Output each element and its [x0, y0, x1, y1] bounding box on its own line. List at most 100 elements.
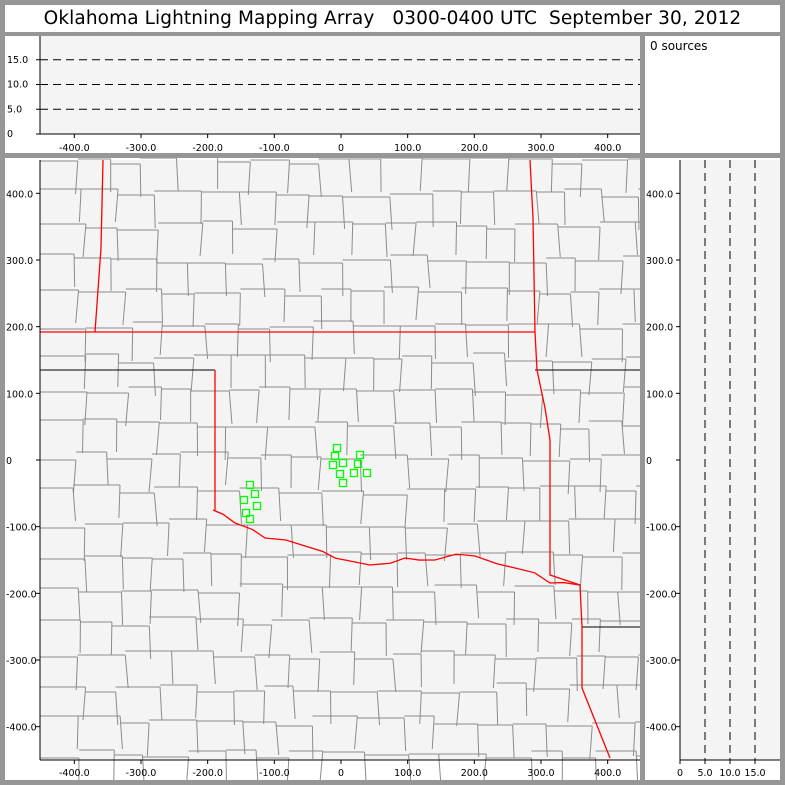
county-border: [158, 222, 204, 257]
county-border: [291, 524, 328, 559]
x-tick-label: 300.0: [527, 768, 554, 779]
county-border: [151, 589, 202, 624]
county-border: [407, 458, 450, 493]
county-border: [84, 555, 124, 590]
county-border: [617, 591, 640, 593]
lma-station-marker: [332, 443, 342, 453]
county-border: [531, 750, 563, 780]
county-border: [580, 392, 625, 427]
county-border: [393, 389, 438, 424]
county-border: [560, 428, 591, 463]
county-border: [228, 457, 263, 492]
county-border: [291, 456, 322, 491]
x-tick-label: -100.0: [259, 143, 290, 153]
county-border: [153, 357, 195, 392]
county-border: [40, 686, 87, 721]
county-border: [271, 619, 313, 654]
plan-view-map-panel: -400.0 -300.0 -200.0 -100.0 0 100.0 200.0 300.0…: [5, 158, 640, 780]
county-border: [40, 253, 76, 288]
county-border: [591, 358, 627, 393]
county-border: [232, 228, 278, 263]
county-border: [581, 159, 629, 194]
county-border: [506, 618, 540, 653]
county-border: [530, 423, 562, 458]
county-border: [125, 650, 174, 685]
county-border: [233, 690, 266, 725]
county-border: [201, 191, 242, 226]
county-border: [416, 221, 458, 256]
x-tick-label: 100.0: [394, 143, 421, 153]
county-border: [152, 558, 185, 593]
source-count: 0 sources: [650, 39, 708, 53]
county-border: [504, 360, 555, 395]
county-border: [386, 619, 425, 654]
county-border: [121, 590, 152, 625]
county-border: [538, 622, 573, 657]
y-tick-label: -400.0: [646, 723, 677, 734]
county-border: [321, 288, 352, 323]
county-border: [383, 286, 420, 321]
county-border: [461, 287, 508, 322]
county-border: [115, 686, 163, 721]
county-borders: [40, 158, 640, 780]
county-border: [40, 188, 82, 223]
county-border: [256, 757, 290, 780]
county-border: [579, 328, 623, 363]
county-border: [363, 494, 408, 529]
county-border: [314, 421, 349, 456]
county-border: [132, 321, 163, 356]
county-border: [118, 194, 156, 229]
county-border: [505, 551, 556, 586]
county-border: [72, 484, 121, 519]
county-border: [238, 328, 271, 363]
county-border: [627, 158, 640, 160]
y-tick-label: -300.0: [646, 656, 677, 667]
altitude-vs-x-panel: 0 5.0 10.0 15.0 -400.0 -300.0 -200.0 -100.0 0 100…: [5, 36, 640, 153]
county-border: [309, 195, 346, 230]
county-border: [156, 262, 189, 297]
county-border: [122, 522, 170, 557]
county-border: [369, 526, 408, 561]
county-border: [40, 223, 87, 258]
county-border: [447, 523, 481, 558]
county-border: [240, 288, 286, 323]
x-tick-label: 300.0: [527, 143, 554, 153]
county-border: [342, 196, 393, 231]
altitude-vs-y-panel: 400.0 300.0 200.0 100.0 0 -100.0 -200.0 -300.0 -…: [645, 158, 780, 780]
county-border: [526, 688, 571, 723]
county-border: [422, 158, 471, 193]
county-border: [309, 617, 353, 652]
county-border: [40, 419, 84, 454]
county-border: [505, 394, 544, 429]
county-border: [431, 362, 476, 397]
county-border: [231, 354, 266, 389]
county-border: [229, 389, 260, 424]
county-border: [621, 425, 640, 427]
county-border: [330, 691, 381, 726]
county-border: [254, 654, 291, 689]
lma-station-marker: [349, 468, 359, 478]
x-tick-label: -300.0: [126, 768, 157, 779]
county-border: [508, 487, 541, 522]
county-border: [622, 323, 640, 325]
altitude-y-plot: 400.0 300.0 200.0 100.0 0 -100.0 -200.0 -300.0 -…: [646, 160, 780, 779]
county-border: [461, 421, 503, 456]
lma-station-marker: [362, 468, 372, 478]
county-border: [110, 258, 158, 293]
county-border: [318, 158, 353, 193]
county-border: [154, 486, 198, 521]
county-border: [160, 684, 198, 719]
county-border: [161, 388, 192, 423]
county-border: [225, 263, 266, 298]
county-border: [187, 262, 227, 297]
lma-station-marker: [328, 460, 338, 470]
county-border: [448, 454, 480, 489]
y-tick-label: 0: [6, 456, 12, 467]
county-border: [262, 258, 301, 293]
x-tick-label: 200.0: [461, 768, 488, 779]
x-tick-label: -200.0: [192, 768, 223, 779]
county-border: [392, 653, 422, 688]
county-border: [348, 158, 382, 193]
lma-station-marker: [338, 478, 348, 488]
county-border: [562, 757, 597, 780]
